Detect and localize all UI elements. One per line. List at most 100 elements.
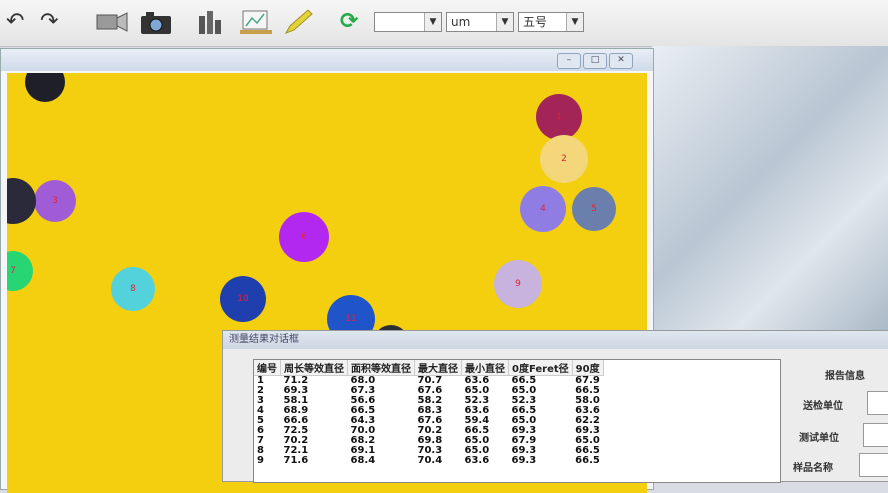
video-camera-icon[interactable] xyxy=(94,8,130,36)
image-window-titlebar[interactable]: – □ ✕ xyxy=(1,49,653,71)
table-cell: 70.4 xyxy=(417,455,443,466)
table-cell: 7 xyxy=(257,435,264,446)
minimize-button[interactable]: – xyxy=(557,53,581,69)
table-cell: 65.0 xyxy=(575,435,600,446)
particle-unlabeled[interactable] xyxy=(25,73,65,102)
table-row[interactable]: 1 71.2 68.0 70.7 63.6 66.5 67.9 xyxy=(254,376,603,387)
table-row[interactable]: 9 71.6 68.4 70.4 63.6 69.3 66.5 xyxy=(254,456,603,466)
table-cell: 69.1 xyxy=(350,445,376,456)
zoom-select[interactable]: ▼ xyxy=(374,12,442,32)
particle-3[interactable]: 3 xyxy=(34,180,76,222)
table-row[interactable]: 5 66.6 64.3 67.6 59.4 65.0 62.2 xyxy=(254,416,603,426)
refresh-icon[interactable]: ⟳ xyxy=(340,9,359,34)
column-header[interactable]: 编号 xyxy=(254,360,281,376)
redo-icon[interactable]: ↷ xyxy=(40,9,59,34)
particle-unlabeled[interactable] xyxy=(7,178,36,224)
field-label-sample-name: 样品名称 xyxy=(793,463,833,474)
chevron-down-icon: ▼ xyxy=(424,13,441,31)
particle-10[interactable]: 10 xyxy=(220,276,266,322)
table-cell: 72.1 xyxy=(283,445,309,456)
table-cell: 69.3 xyxy=(283,385,309,396)
maximize-button[interactable]: □ xyxy=(583,53,607,69)
particle-4[interactable]: 4 xyxy=(520,186,566,232)
particle-1[interactable]: 1 xyxy=(536,94,582,140)
monitor-icon[interactable] xyxy=(238,8,274,36)
table-cell: 70.7 xyxy=(417,375,443,386)
chevron-down-icon: ▼ xyxy=(496,13,513,31)
table-cell: 69.3 xyxy=(511,445,537,456)
particle-6[interactable]: 6 xyxy=(279,212,329,262)
table-cell: 58.1 xyxy=(283,395,309,406)
sample-name-input[interactable] xyxy=(859,453,888,477)
table-cell: 65.0 xyxy=(464,435,490,446)
table-cell: 68.3 xyxy=(417,405,443,416)
table-row[interactable]: 3 58.1 56.6 58.2 52.3 52.3 58.0 xyxy=(254,396,603,406)
particle-8[interactable]: 8 xyxy=(111,267,155,311)
table-cell: 68.9 xyxy=(283,405,309,416)
table-cell: 67.3 xyxy=(350,385,376,396)
undo-icon[interactable]: ↶ xyxy=(6,9,25,34)
close-button[interactable]: ✕ xyxy=(609,53,633,69)
column-header[interactable]: 0度Feret径 xyxy=(508,360,573,376)
table-row[interactable]: 7 70.2 68.2 69.8 65.0 67.9 65.0 xyxy=(254,436,603,446)
table-cell: 69.8 xyxy=(417,435,443,446)
font-size-select[interactable]: 五号 ▼ xyxy=(518,12,584,32)
particle-2[interactable]: 2 xyxy=(540,135,588,183)
measurement-dialog: 测量结果对话框 编号 周长等效直径 面积等效直径 最大直径 最小直径 0度Feret径 90… xyxy=(222,330,888,483)
table-cell: 67.9 xyxy=(511,435,537,446)
table-row[interactable]: 6 72.5 70.0 70.2 66.5 69.3 69.3 xyxy=(254,426,603,436)
report-info-title: 报告信息 xyxy=(825,371,865,382)
unit-select[interactable]: um ▼ xyxy=(446,12,514,32)
table-cell: 65.0 xyxy=(464,445,490,456)
table-cell: 52.3 xyxy=(511,395,537,406)
column-header[interactable]: 最大直径 xyxy=(414,360,462,376)
table-cell: 67.6 xyxy=(417,415,443,426)
column-header[interactable]: 周长等效直径 xyxy=(280,360,348,376)
table-row[interactable]: 4 68.9 66.5 68.3 63.6 66.5 63.6 xyxy=(254,406,603,416)
table-row[interactable]: 8 72.1 69.1 70.3 65.0 69.3 66.5 xyxy=(254,446,603,456)
table-cell: 3 xyxy=(257,395,264,406)
particle-5[interactable]: 5 xyxy=(572,187,616,231)
table-cell: 69.3 xyxy=(511,455,537,466)
table-cell: 62.2 xyxy=(575,415,600,426)
table-cell: 66.6 xyxy=(283,415,309,426)
table-cell: 9 xyxy=(257,455,264,466)
submitter-input[interactable] xyxy=(867,391,888,415)
table-cell: 69.3 xyxy=(511,425,537,436)
results-table[interactable]: 编号 周长等效直径 面积等效直径 最大直径 最小直径 0度Feret径 90度 1 71.2 6… xyxy=(253,359,781,483)
table-cell: 66.5 xyxy=(575,385,600,396)
table-cell: 66.5 xyxy=(575,445,600,456)
column-header[interactable]: 面积等效直径 xyxy=(347,360,415,376)
table-cell: 71.2 xyxy=(283,375,309,386)
field-label-test-unit: 测试单位 xyxy=(799,433,839,444)
table-cell: 66.5 xyxy=(350,405,376,416)
particle-7[interactable]: 7 xyxy=(7,251,33,291)
table-row[interactable]: 2 69.3 67.3 67.6 65.0 65.0 66.5 xyxy=(254,386,603,396)
table-cell: 2 xyxy=(257,385,264,396)
camera-icon[interactable] xyxy=(138,8,174,36)
table-cell: 66.5 xyxy=(575,455,600,466)
pencil-icon[interactable] xyxy=(282,8,314,36)
table-cell: 63.6 xyxy=(464,455,490,466)
histogram-icon[interactable] xyxy=(196,8,228,36)
table-cell: 72.5 xyxy=(283,425,309,436)
unit-select-value: um xyxy=(451,15,471,29)
table-cell: 63.6 xyxy=(464,375,490,386)
table-cell: 66.5 xyxy=(464,425,490,436)
table-cell: 68.0 xyxy=(350,375,376,386)
table-cell: 71.6 xyxy=(283,455,309,466)
table-cell: 67.9 xyxy=(575,375,600,386)
chevron-down-icon: ▼ xyxy=(566,13,583,31)
test-unit-input[interactable] xyxy=(863,423,888,447)
table-cell: 66.5 xyxy=(511,375,537,386)
desktop-background xyxy=(652,46,888,336)
table-cell: 58.0 xyxy=(575,395,600,406)
table-cell: 67.6 xyxy=(417,385,443,396)
particle-9[interactable]: 9 xyxy=(494,260,542,308)
table-cell: 56.6 xyxy=(350,395,376,406)
column-header[interactable]: 最小直径 xyxy=(461,360,509,376)
table-cell: 70.2 xyxy=(283,435,309,446)
column-header[interactable]: 90度 xyxy=(572,360,604,376)
table-cell: 58.2 xyxy=(417,395,443,406)
toolbar: ↶ ↷ ⟳ ▼ um ▼ 五号 ▼ xyxy=(0,0,888,47)
